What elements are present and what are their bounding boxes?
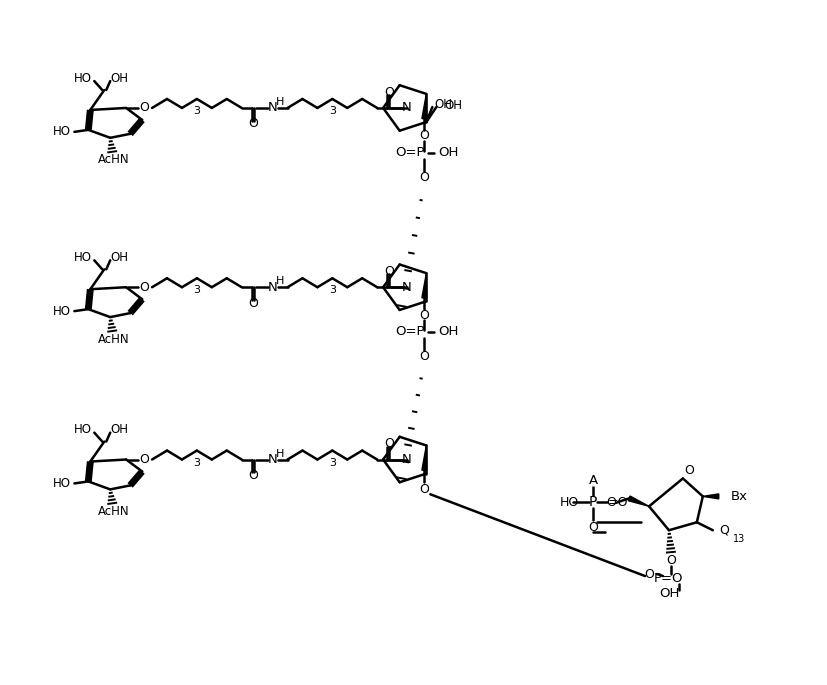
Text: 3: 3: [194, 285, 200, 295]
Polygon shape: [629, 496, 649, 506]
Text: OH: OH: [438, 325, 459, 338]
Text: P: P: [589, 495, 597, 510]
Text: 3: 3: [194, 106, 200, 116]
Text: H: H: [276, 449, 284, 458]
Text: O: O: [606, 496, 616, 509]
Text: H: H: [276, 276, 284, 286]
Text: OH: OH: [438, 146, 459, 159]
Text: OH: OH: [659, 588, 679, 601]
Text: O: O: [419, 129, 429, 142]
Text: O: O: [385, 265, 394, 278]
Text: O: O: [139, 101, 149, 114]
Text: O: O: [666, 553, 676, 566]
Text: 3: 3: [329, 106, 336, 116]
Text: 13: 13: [733, 534, 745, 544]
Text: N: N: [402, 101, 412, 114]
Text: OH: OH: [110, 423, 128, 436]
Text: O: O: [139, 453, 149, 466]
Text: HO: HO: [560, 496, 580, 509]
Text: O: O: [419, 308, 429, 321]
Text: 3: 3: [329, 285, 336, 295]
Text: O: O: [419, 350, 429, 363]
Text: O: O: [419, 171, 429, 184]
Text: HO: HO: [52, 125, 70, 138]
Text: AcHN: AcHN: [98, 505, 129, 518]
Text: N: N: [268, 281, 277, 294]
Text: OH: OH: [110, 71, 128, 84]
Polygon shape: [703, 494, 719, 499]
Text: 3: 3: [194, 458, 200, 467]
Text: O=P: O=P: [395, 146, 425, 159]
Polygon shape: [422, 94, 427, 119]
Text: P=O: P=O: [654, 571, 684, 584]
Text: AcHN: AcHN: [98, 153, 129, 166]
Text: N: N: [268, 101, 277, 114]
Text: O: O: [588, 521, 598, 534]
Text: N: N: [268, 453, 277, 466]
Text: N: N: [402, 281, 412, 294]
Text: O: O: [249, 117, 259, 130]
Text: N: N: [402, 453, 412, 466]
Text: O: O: [385, 86, 394, 99]
Text: O: O: [419, 483, 429, 496]
Text: O: O: [644, 568, 654, 581]
Text: HO: HO: [74, 423, 93, 436]
Polygon shape: [422, 445, 427, 471]
Text: AcHN: AcHN: [98, 332, 129, 345]
Text: Q: Q: [719, 524, 729, 537]
Text: O: O: [385, 437, 394, 450]
Polygon shape: [422, 273, 427, 298]
Text: =O: =O: [607, 496, 628, 509]
Text: O: O: [249, 297, 259, 310]
Text: OH: OH: [110, 251, 128, 264]
Text: Bx: Bx: [731, 490, 748, 503]
Text: O: O: [139, 281, 149, 294]
Text: HO: HO: [74, 251, 93, 264]
Text: HO: HO: [52, 477, 70, 490]
Text: H: H: [276, 97, 284, 107]
Text: O: O: [249, 469, 259, 482]
Text: O=P: O=P: [395, 325, 425, 338]
Text: OH: OH: [434, 97, 452, 110]
Text: HO: HO: [74, 71, 93, 84]
Text: OH: OH: [444, 99, 462, 112]
Text: HO: HO: [52, 305, 70, 318]
Text: A: A: [589, 474, 598, 487]
Text: 3: 3: [329, 458, 336, 467]
Text: O: O: [684, 464, 694, 477]
